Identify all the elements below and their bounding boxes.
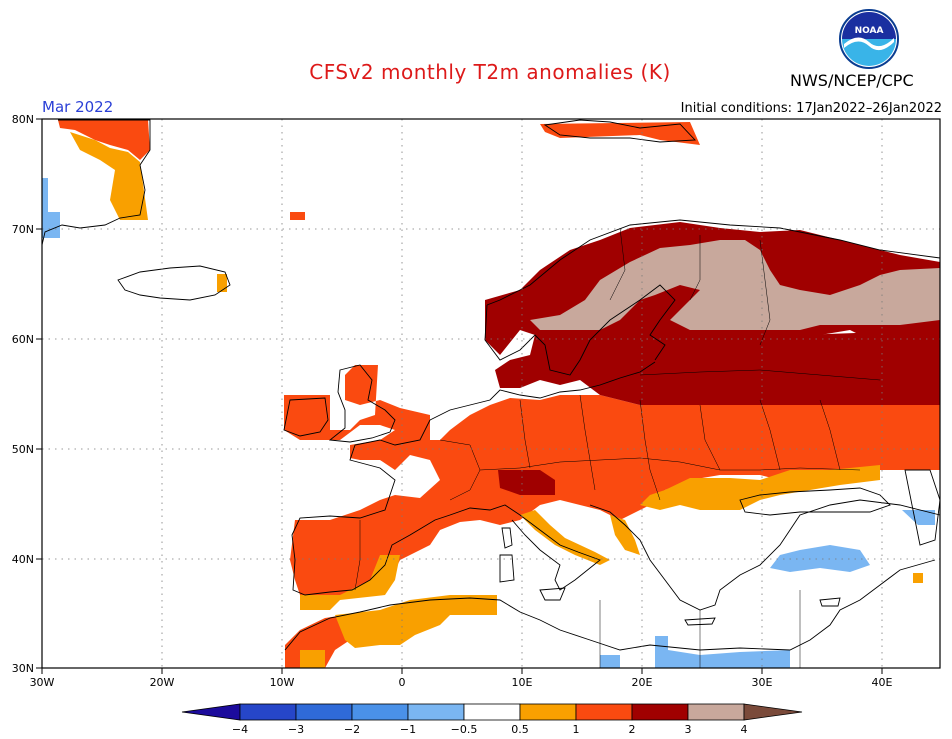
legend-swatch-below-neg4: [181, 703, 241, 721]
coastlines: [41, 119, 941, 651]
tick-marks: [36, 118, 883, 674]
y-tick-label: 70N: [12, 223, 34, 236]
anomaly-region-egypt-cool: [655, 636, 790, 668]
anomaly-region-caspian-cool: [902, 510, 935, 525]
legend-tick-label: −1: [400, 723, 416, 736]
legend-swatch-2-3: [631, 703, 689, 721]
anomaly-region-iceland: [217, 274, 227, 292]
anomaly-region-iran-warm: [913, 573, 923, 583]
legend-swatch-3-4: [687, 703, 745, 721]
legend-swatch-neg1-neg0.5: [407, 703, 465, 721]
y-tick-label: 40N: [12, 553, 34, 566]
anomaly-region-morocco-0.5-1: [300, 650, 325, 668]
legend-swatch-0.5-1: [519, 703, 577, 721]
legend-tick-label: 1: [573, 723, 580, 736]
legend-tick-label: 4: [741, 723, 748, 736]
y-tick-label: 80N: [12, 113, 34, 126]
x-tick-label: 10W: [270, 676, 295, 689]
initial-conditions: Initial conditions: 17Jan2022–26Jan2022: [680, 101, 942, 116]
forecast-month: Mar 2022: [42, 98, 114, 116]
anomaly-region-scandinavia-3-4: [530, 240, 940, 330]
color-legend: [181, 703, 803, 721]
anomaly-region-turkey-cool: [770, 545, 870, 572]
y-tick-label: 50N: [12, 443, 34, 456]
legend-swatch-above-4: [743, 703, 803, 721]
anomaly-region-nafrica-0.5-1: [335, 595, 497, 648]
x-tick-label: 30E: [752, 676, 773, 689]
graticule: [42, 119, 940, 668]
legend-tick-label: −2: [344, 723, 360, 736]
agency-label: NWS/NCEP/CPC: [790, 71, 914, 90]
anomaly-region-svalbard: [540, 122, 700, 145]
anomaly-region-spain-south-0.5-1: [300, 555, 400, 610]
anomaly-region-greenland-0.5-1: [70, 132, 148, 220]
anomaly-region-libya-cool: [600, 655, 620, 668]
legend-tick-label: 2: [629, 723, 636, 736]
anomaly-region-svalbard-small: [290, 212, 305, 220]
anomaly-region-alps-2-3: [498, 470, 555, 495]
anomaly-region-greenland-1-2: [58, 120, 150, 160]
noaa-logo-text: NOAA: [855, 26, 884, 36]
y-tick-label: 60N: [12, 333, 34, 346]
legend-swatch-neg4-neg3: [239, 703, 297, 721]
legend-tick-label: −4: [232, 723, 248, 736]
anomaly-region-balkans-0.5-1: [640, 465, 880, 510]
legend-tick-label: −3: [288, 723, 304, 736]
legend-tick-label: 3: [685, 723, 692, 736]
x-tick-label: 10E: [512, 676, 533, 689]
noaa-logo: NOAA: [839, 9, 899, 69]
map-frame: [41, 118, 941, 669]
legend-swatch-neg2-neg1: [351, 703, 409, 721]
legend-swatch-neg3-neg2: [295, 703, 353, 721]
x-tick-label: 40E: [872, 676, 893, 689]
anomaly-region-russia-2-3: [640, 330, 940, 405]
legend-tick-label: 0.5: [511, 723, 529, 736]
x-tick-label: 20E: [632, 676, 653, 689]
y-tick-label: 30N: [12, 662, 34, 675]
x-tick-label: 30W: [30, 676, 55, 689]
anomaly-region-greenland-cool: [42, 178, 60, 238]
country-borders: [354, 227, 881, 668]
anomaly-region-europe-1-2: [284, 365, 940, 595]
anomaly-region-italy-0.5-1: [520, 510, 610, 565]
x-tick-label: 20W: [150, 676, 175, 689]
legend-swatch-neutral: [463, 703, 521, 721]
anomaly-fills: [42, 120, 940, 668]
legend-tick-label: −0.5: [451, 723, 478, 736]
anomaly-region-adriatic-0.5-1: [610, 515, 640, 555]
legend-swatch-1-2: [575, 703, 633, 721]
x-tick-label: 0: [399, 676, 406, 689]
map-title: CFSv2 monthly T2m anomalies (K): [309, 60, 671, 84]
